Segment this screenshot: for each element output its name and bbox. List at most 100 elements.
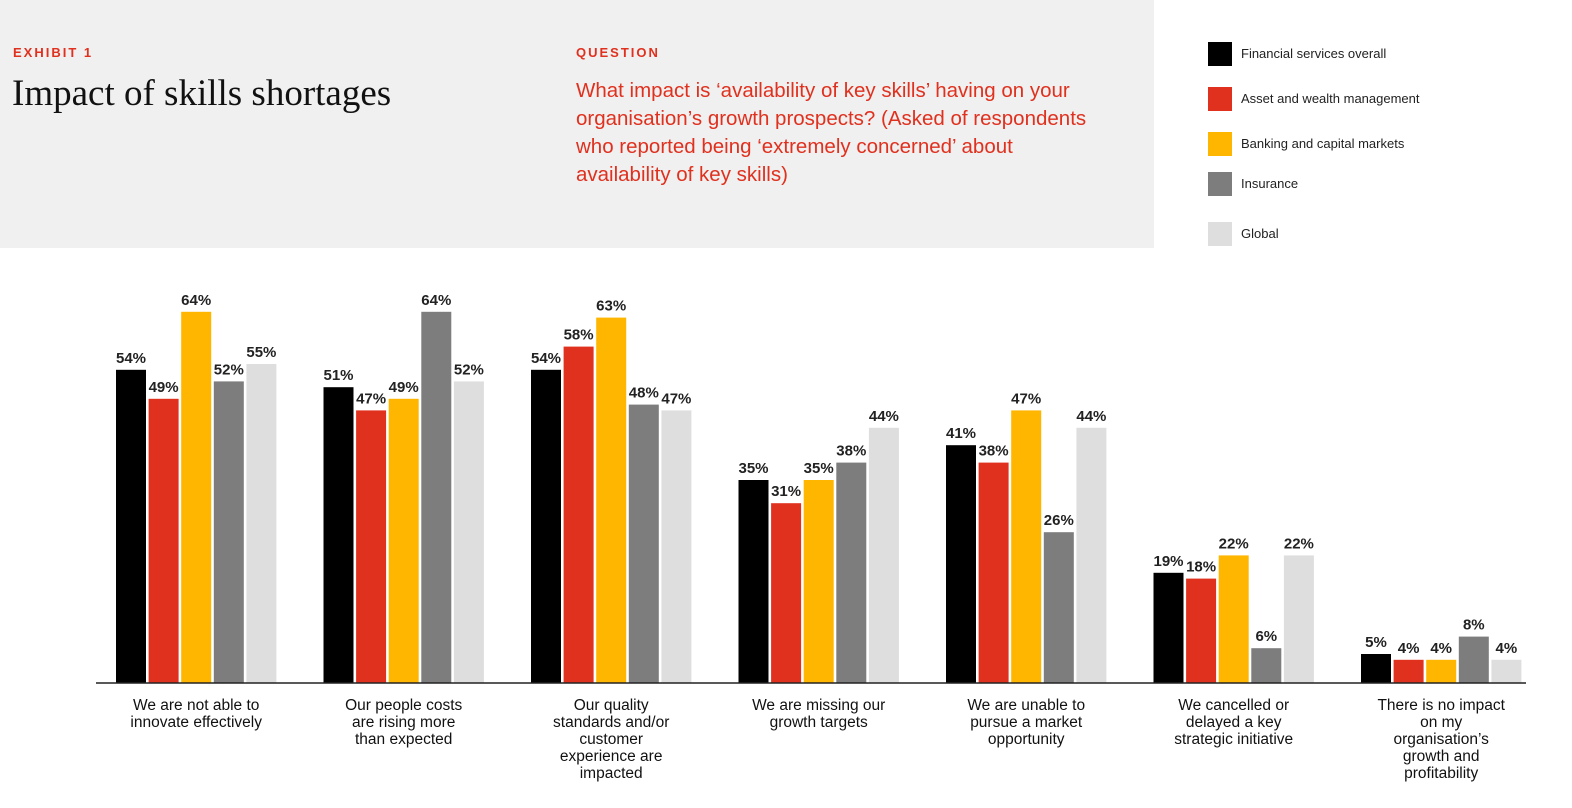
bar (661, 410, 692, 683)
bar (1186, 578, 1217, 683)
bar (388, 398, 419, 683)
data-label: 51% (323, 367, 353, 384)
bar (148, 398, 179, 683)
bar (1218, 555, 1249, 683)
data-label: 55% (246, 344, 276, 361)
data-label: 19% (1153, 553, 1183, 570)
legend-label: Global (1241, 226, 1279, 241)
category-label: strategic initiative (1174, 731, 1293, 748)
data-label: 49% (389, 379, 419, 396)
bar (868, 427, 899, 683)
bar (946, 445, 976, 683)
data-label: 54% (531, 350, 561, 367)
bar (323, 387, 354, 683)
data-label: 47% (1011, 390, 1041, 407)
data-label: 64% (421, 292, 451, 309)
data-label: 8% (1463, 617, 1485, 634)
bar (1361, 654, 1391, 683)
bar (116, 369, 146, 683)
data-label: 6% (1255, 628, 1277, 645)
bar (1393, 659, 1424, 683)
data-label: 44% (1076, 408, 1106, 425)
category-label: We are unable to (967, 697, 1085, 714)
legend-item-global: Global (1208, 222, 1538, 246)
legend-swatch (1208, 87, 1232, 111)
bar (1426, 659, 1457, 683)
data-label: 49% (149, 379, 179, 396)
exhibit-title: Impact of skills shortages (12, 73, 392, 114)
category-label: opportunity (988, 731, 1065, 748)
bar (453, 381, 484, 683)
data-label: 54% (116, 350, 146, 367)
data-label: 52% (214, 361, 244, 378)
data-label: 64% (181, 292, 211, 309)
category-label: growth targets (770, 714, 868, 731)
category-label: impacted (580, 765, 643, 782)
category-label: delayed a key (1186, 714, 1282, 731)
bar (738, 480, 769, 683)
category-label: profitability (1404, 765, 1478, 782)
bar (1251, 648, 1282, 683)
data-label: 31% (771, 483, 801, 500)
legend-label: Financial services overall (1241, 46, 1387, 61)
legend-label: Insurance (1241, 176, 1299, 191)
bar (1153, 572, 1184, 683)
bar (356, 410, 387, 683)
data-label: 47% (661, 390, 691, 407)
bar (1458, 636, 1489, 683)
legend-item-insurance: Insurance (1208, 172, 1538, 196)
header-band (0, 0, 1154, 248)
bar (246, 364, 277, 683)
data-label: 18% (1186, 559, 1216, 576)
category-label: pursue a market (970, 714, 1083, 731)
bar (771, 503, 802, 683)
legend-swatch (1208, 222, 1232, 246)
category-label: than expected (355, 731, 452, 748)
legend-label: Asset and wealth management (1241, 91, 1420, 106)
data-label: 22% (1219, 535, 1249, 552)
category-label: Our quality (574, 697, 649, 714)
bar (531, 369, 561, 683)
bar (421, 311, 452, 683)
data-label: 38% (836, 443, 866, 460)
data-label: 58% (564, 327, 594, 344)
category-label: Our people costs (345, 697, 462, 714)
bar (1011, 410, 1042, 683)
data-label: 35% (738, 460, 768, 477)
question-label: QUESTION (576, 45, 660, 60)
category-label: are rising more (352, 714, 455, 731)
data-label: 38% (979, 443, 1009, 460)
data-label: 47% (356, 390, 386, 407)
legend-swatch (1208, 42, 1232, 66)
bar (836, 462, 867, 683)
data-label: 52% (454, 361, 484, 378)
category-label: organisation’s (1394, 731, 1490, 748)
bar (1076, 427, 1107, 683)
data-label: 44% (869, 408, 899, 425)
bar (978, 462, 1009, 683)
legend-swatch (1208, 172, 1232, 196)
question-text: What impact is ‘availability of key skil… (576, 79, 1087, 186)
exhibit-label: EXHIBIT 1 (13, 45, 94, 60)
category-label: We cancelled or (1178, 697, 1289, 714)
category-label: We are missing our (752, 697, 885, 714)
data-label: 4% (1496, 640, 1518, 657)
category-label: There is no impact (1377, 697, 1505, 714)
legend-item-banking: Banking and capital markets (1208, 132, 1538, 156)
legend-swatch (1208, 132, 1232, 156)
bar (563, 346, 594, 683)
bar-chart: 54%49%64%52%55%We are not able toinnovat… (96, 292, 1526, 782)
bar (1043, 532, 1074, 683)
data-label: 4% (1430, 640, 1452, 657)
bar (1491, 659, 1522, 683)
category-label: on my (1420, 714, 1462, 731)
category-label: innovate effectively (130, 714, 262, 731)
category-label: standards and/or (553, 714, 669, 731)
category-label: experience are (560, 748, 663, 765)
legend-item-financial-services: Financial services overall (1208, 42, 1538, 66)
category-label: growth and (1403, 748, 1480, 765)
category-label: customer (579, 731, 643, 748)
category-label: We are not able to (133, 697, 259, 714)
data-label: 22% (1284, 535, 1314, 552)
bar (1283, 555, 1314, 683)
